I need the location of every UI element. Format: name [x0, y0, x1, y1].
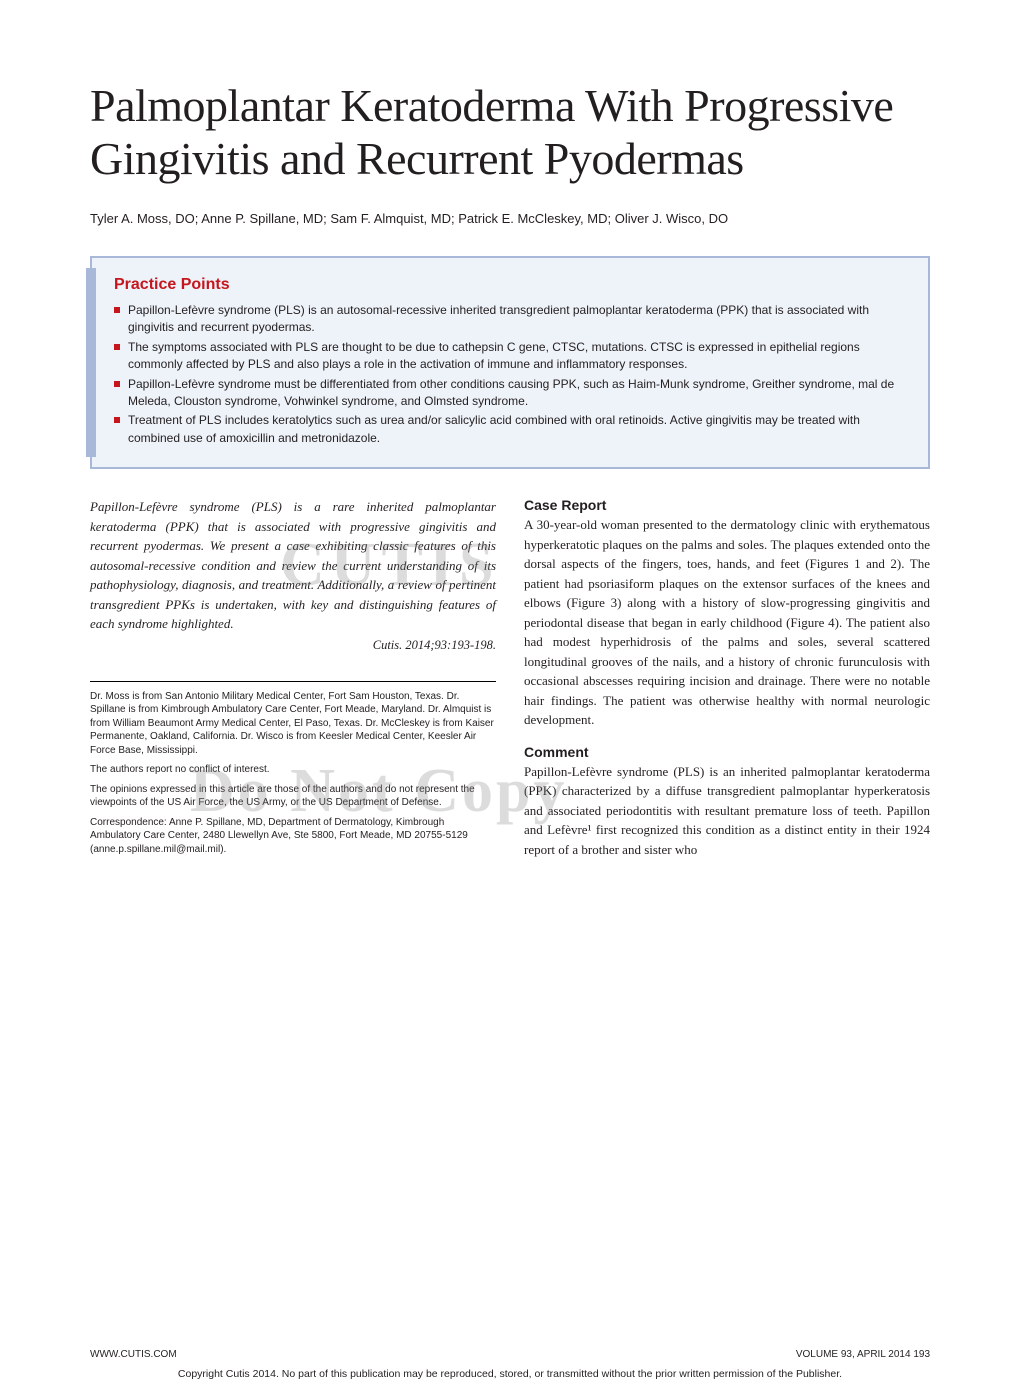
author-list: Tyler A. Moss, DO; Anne P. Spillane, MD;…	[90, 210, 930, 228]
conflict-text: The authors report no conflict of intere…	[90, 763, 496, 777]
case-report-text: A 30-year-old woman presented to the der…	[524, 515, 930, 730]
right-column: Case Report A 30-year-old woman presente…	[524, 497, 930, 873]
practice-point-item: Papillon-Lefèvre syndrome (PLS) is an au…	[114, 302, 906, 337]
page-content: Palmoplantar Keratoderma With Progressiv…	[0, 0, 1020, 913]
citation-line: Cutis. 2014;93:193-198.	[90, 638, 496, 653]
affiliation-text: Dr. Moss is from San Antonio Military Me…	[90, 690, 496, 758]
case-report-heading: Case Report	[524, 497, 930, 513]
footer-url: WWW.CUTIS.COM	[90, 1349, 177, 1360]
comment-text: Papillon-Lefèvre syndrome (PLS) is an in…	[524, 762, 930, 860]
practice-points-heading: Practice Points	[114, 276, 906, 294]
article-title: Palmoplantar Keratoderma With Progressiv…	[90, 80, 930, 186]
practice-point-item: Papillon-Lefèvre syndrome must be differ…	[114, 376, 906, 411]
disclaimer-text: The opinions expressed in this article a…	[90, 783, 496, 810]
footer-page-number: VOLUME 93, APRIL 2014 193	[796, 1349, 930, 1360]
practice-point-item: Treatment of PLS includes keratolytics s…	[114, 412, 906, 447]
practice-point-item: The symptoms associated with PLS are tho…	[114, 339, 906, 374]
affiliation-divider	[90, 681, 496, 682]
copyright-notice: Copyright Cutis 2014. No part of this pu…	[0, 1368, 1020, 1380]
practice-points-list: Papillon-Lefèvre syndrome (PLS) is an au…	[114, 302, 906, 447]
comment-heading: Comment	[524, 744, 930, 760]
practice-points-box: Practice Points Papillon-Lefèvre syndrom…	[90, 256, 930, 469]
left-column: Papillon-Lefèvre syndrome (PLS) is a rar…	[90, 497, 496, 873]
two-column-layout: Papillon-Lefèvre syndrome (PLS) is a rar…	[90, 497, 930, 873]
abstract-text: Papillon-Lefèvre syndrome (PLS) is a rar…	[90, 497, 496, 634]
page-footer: WWW.CUTIS.COM VOLUME 93, APRIL 2014 193	[90, 1349, 930, 1360]
correspondence-text: Correspondence: Anne P. Spillane, MD, De…	[90, 816, 496, 857]
